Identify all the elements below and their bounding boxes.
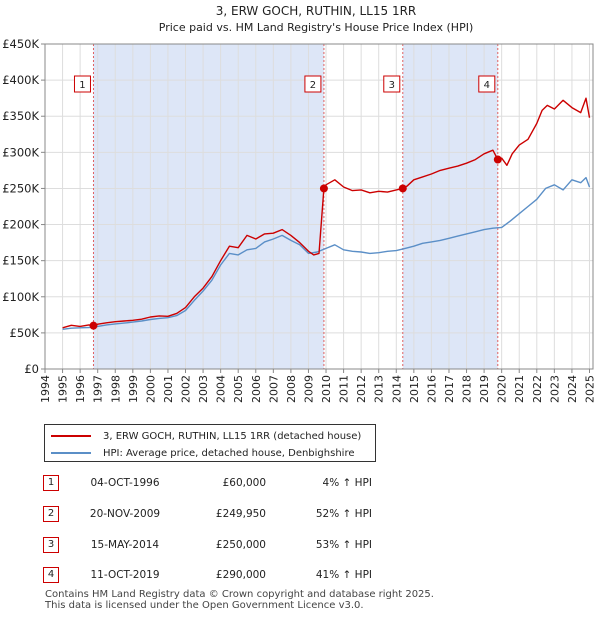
x-tick-label: 2004 — [215, 375, 228, 403]
series-lines — [62, 97, 591, 330]
x-tick-label: 1996 — [74, 375, 87, 403]
x-tick-label: 1995 — [57, 375, 70, 403]
x-tick-label: 2016 — [425, 375, 438, 403]
x-tick-label: 2010 — [320, 375, 333, 403]
legend-label-property: 3, ERW GOCH, RUTHIN, LL15 1RR (detached … — [103, 430, 362, 442]
y-tick-label: £300K — [2, 145, 39, 159]
x-tick-label: 2015 — [408, 375, 421, 403]
shaded-range — [402, 44, 498, 369]
x-tick-label: 2005 — [232, 375, 245, 403]
sale-point — [89, 321, 98, 330]
sale-points — [89, 155, 502, 330]
sale-hpi-change: 41% ↑ HPI — [315, 569, 372, 581]
series-line-hpi — [62, 176, 591, 330]
table-row: 1 04-OCT-1996 £60,000 4% ↑ HPI — [0, 474, 600, 494]
legend-item-property: 3, ERW GOCH, RUTHIN, LL15 1RR (detached … — [51, 428, 361, 444]
x-tick-label: 2020 — [496, 375, 509, 403]
sale-labels: 1 2 3 4 — [73, 75, 496, 93]
x-tick-label: 2011 — [338, 375, 351, 403]
legend-swatch-property — [51, 435, 91, 437]
y-tick-label: £50K — [10, 326, 40, 340]
x-tick-label: 2014 — [390, 375, 403, 403]
y-tick-label: £150K — [2, 254, 39, 268]
y-tick-label: £200K — [2, 218, 39, 232]
x-tick-label: 2024 — [566, 375, 579, 403]
legend: 3, ERW GOCH, RUTHIN, LL15 1RR (detached … — [44, 424, 376, 462]
sale-marker-box — [73, 75, 91, 93]
shaded-range — [93, 44, 324, 369]
sale-hpi-change: 53% ↑ HPI — [315, 539, 372, 551]
sale-date: 04-OCT-1996 — [90, 477, 160, 489]
sale-hpi-change: 4% ↑ HPI — [322, 477, 372, 489]
plot-frame — [44, 43, 594, 370]
table-row: 2 20-NOV-2009 £249,950 52% ↑ HPI — [0, 505, 600, 525]
sale-marker-label: 4 — [484, 80, 490, 91]
y-tick-label: £0 — [24, 362, 39, 376]
sale-marker-box — [383, 75, 401, 93]
x-tick-label: 2019 — [478, 375, 491, 403]
x-tick-label: 1998 — [109, 375, 122, 403]
sale-marker-box — [304, 75, 322, 93]
x-tick-label: 2006 — [250, 375, 263, 403]
price-chart: 3, ERW GOCH, RUTHIN, LL15 1RR Price paid… — [2, 4, 596, 403]
y-tick-label: £100K — [2, 290, 39, 304]
sale-date: 20-NOV-2009 — [89, 508, 161, 520]
x-tick-label: 2000 — [144, 375, 157, 403]
sale-point — [493, 155, 502, 164]
sale-point — [398, 184, 407, 193]
series-line-property — [62, 97, 591, 329]
chart-subtitle: Price paid vs. HM Land Registry's House … — [159, 21, 474, 34]
sale-marker-label: 2 — [310, 80, 316, 91]
legend-swatch-hpi — [51, 452, 91, 454]
x-tick-label: 1997 — [92, 375, 105, 403]
legend-label-hpi: HPI: Average price, detached house, Denb… — [103, 447, 355, 459]
x-tick-label: 2018 — [461, 375, 474, 403]
x-tick-label: 2013 — [373, 375, 386, 403]
x-tick-label: 1994 — [39, 375, 52, 403]
sale-marker-label: 1 — [79, 80, 85, 91]
y-tick-label: £350K — [2, 109, 39, 123]
sale-price: £249,950 — [215, 508, 266, 520]
sale-marker-box — [478, 75, 496, 93]
x-tick-label: 2009 — [302, 375, 315, 403]
x-tick-label: 2022 — [531, 375, 544, 403]
x-tick-label: 2001 — [162, 375, 175, 403]
sale-number-badge: 1 — [43, 475, 59, 491]
sale-number-badge: 3 — [43, 537, 59, 553]
sale-point — [319, 184, 328, 193]
legend-item-hpi: HPI: Average price, detached house, Denb… — [51, 445, 354, 461]
sale-number-badge: 2 — [43, 506, 59, 522]
sale-price: £290,000 — [215, 569, 266, 581]
y-tick-label: £400K — [2, 73, 39, 87]
table-row: 4 11-OCT-2019 £290,000 41% ↑ HPI — [0, 566, 600, 586]
sale-number-badge: 4 — [43, 567, 59, 583]
chart-title: 3, ERW GOCH, RUTHIN, LL15 1RR — [216, 4, 417, 18]
y-tick-label: £250K — [2, 181, 39, 195]
footer: Contains HM Land Registry data © Crown c… — [45, 589, 434, 611]
x-tick-label: 2003 — [197, 375, 210, 403]
x-tick-label: 2021 — [513, 375, 526, 403]
sale-date: 11-OCT-2019 — [90, 569, 160, 581]
footer-licence: This data is licensed under the Open Gov… — [45, 600, 364, 611]
sale-marker-label: 3 — [389, 80, 395, 91]
footer-copyright: Contains HM Land Registry data © Crown c… — [45, 589, 434, 600]
x-tick-label: 2002 — [180, 375, 193, 403]
x-tick-label: 2017 — [443, 375, 456, 403]
x-tick-label: 2008 — [285, 375, 298, 403]
axes: £0 £50K £100K £150K £200K £250K £300K £350K £400… — [2, 37, 596, 403]
x-tick-label: 1999 — [127, 375, 140, 403]
x-tick-label: 2025 — [583, 375, 596, 403]
y-tick-label: £450K — [2, 37, 39, 51]
table-row: 3 15-MAY-2014 £250,000 53% ↑ HPI — [0, 536, 600, 556]
x-tick-label: 2012 — [355, 375, 368, 403]
sale-price: £250,000 — [215, 539, 266, 551]
x-tick-label: 2007 — [267, 375, 280, 403]
sale-price: £60,000 — [222, 477, 266, 489]
x-tick-label: 2023 — [548, 375, 561, 403]
sale-hpi-change: 52% ↑ HPI — [315, 508, 372, 520]
sale-date: 15-MAY-2014 — [90, 539, 160, 551]
